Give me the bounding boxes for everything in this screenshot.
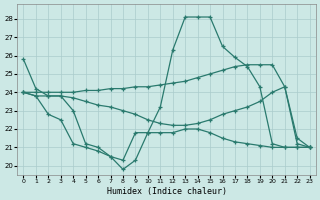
X-axis label: Humidex (Indice chaleur): Humidex (Indice chaleur) (107, 187, 227, 196)
